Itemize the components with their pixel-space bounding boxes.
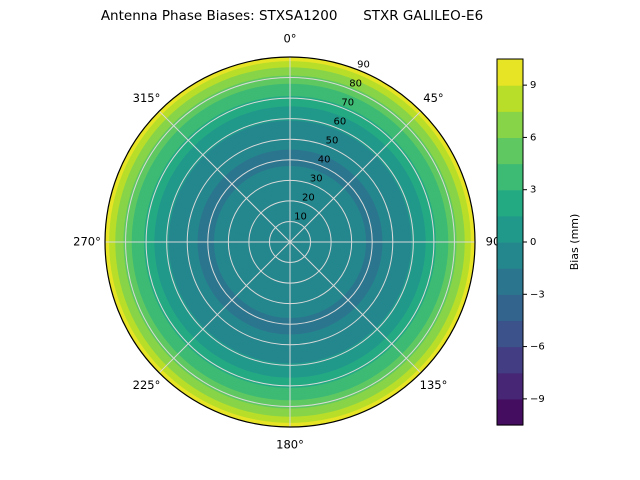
- colorbar-band: [497, 372, 523, 400]
- colorbar: −9 −6 −3 0 3 6 9 Bias (mm): [496, 58, 581, 426]
- colorbar-tick-label: −6: [530, 342, 545, 353]
- grid-spoke: [289, 241, 422, 374]
- colorbar-band: [497, 268, 523, 295]
- colorbar-band: [497, 189, 523, 217]
- polar-outline: [104, 56, 476, 428]
- colorbar-band: [497, 294, 523, 322]
- radial-tick-label: 30: [310, 174, 323, 185]
- radial-tick-label: 20: [302, 193, 315, 204]
- colorbar-tick-label: 0: [530, 237, 536, 248]
- radial-tick-label: 80: [349, 79, 362, 90]
- radial-tick-label: 70: [341, 98, 354, 109]
- colorbar-band: [497, 242, 523, 269]
- radial-tick-label: 40: [318, 155, 331, 166]
- colorbar-tick-label: −3: [530, 289, 545, 300]
- colorbar-axis-label: Bias (mm): [568, 214, 581, 271]
- colorbar-tick-label: −9: [530, 394, 545, 405]
- radial-tick-label: 50: [326, 136, 339, 147]
- azimuth-tick-label: 45°: [423, 91, 443, 105]
- colorbar-band: [497, 163, 523, 191]
- colorbar-band: [497, 398, 523, 426]
- grid-spoke: [158, 241, 291, 374]
- colorbar-tick-label: 6: [530, 132, 536, 143]
- colorbar-band: [497, 215, 523, 243]
- colorbar-tick-label: 9: [530, 80, 536, 91]
- figure-title: Antenna Phase Biases: STXSA1200 STXR GAL…: [100, 8, 484, 24]
- azimuth-tick-label: 270°: [73, 235, 101, 249]
- colorbar-band: [497, 85, 523, 112]
- radial-tick-label: 90: [357, 60, 370, 71]
- azimuth-tick-label: 315°: [133, 91, 161, 105]
- colorbar-band: [497, 346, 523, 374]
- colorbar-band: [497, 320, 523, 348]
- azimuth-tick-label: 225°: [133, 378, 161, 392]
- grid-spoke: [289, 110, 422, 243]
- colorbar-tick-label: 3: [530, 185, 536, 196]
- colorbar-band: [497, 59, 523, 86]
- azimuth-tick-label: 0°: [283, 32, 296, 46]
- radial-tick-label: 10: [294, 212, 307, 223]
- polar-contour-plot: 0° 45° 90 135° 180° 225° 270° 315° 10 20 30 40 50 60 7…: [73, 32, 500, 452]
- azimuth-tick-label: 180°: [276, 438, 304, 452]
- grid-spoke: [158, 110, 291, 243]
- azimuth-tick-label: 135°: [420, 378, 448, 392]
- radial-tick-label: 60: [334, 117, 347, 128]
- colorbar-band: [497, 137, 523, 165]
- colorbar-band: [497, 111, 523, 139]
